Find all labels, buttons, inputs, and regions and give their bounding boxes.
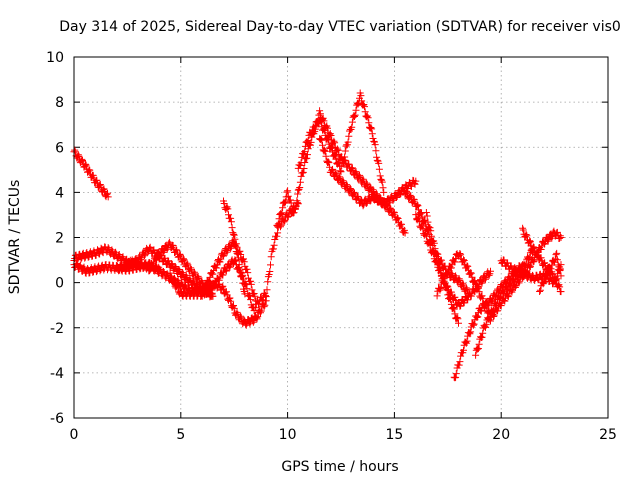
series-s12 [294, 89, 388, 196]
series-s24 [536, 249, 565, 295]
x-axis-label: GPS time / hours [281, 459, 398, 475]
series-markers [412, 211, 494, 310]
x-tick-label: 15 [385, 427, 403, 443]
series-s14 [369, 176, 420, 209]
data-series [70, 89, 565, 382]
series-markers [536, 249, 565, 295]
series-s16 [412, 211, 494, 310]
x-tick-label: 0 [70, 427, 79, 443]
plot-frame [73, 56, 609, 419]
x-tick-label: 5 [176, 427, 185, 443]
series-markers [209, 278, 270, 329]
series-s6 [166, 256, 260, 320]
grid [74, 57, 608, 418]
x-tick-label: 10 [279, 427, 297, 443]
axis-ticks: 0 5 10 15 20 25 -6 -4 -2 0 2 4 6 8 10 [46, 50, 617, 443]
series-markers [220, 197, 249, 298]
y-tick-label: 6 [55, 140, 64, 156]
y-tick-label: 0 [55, 276, 64, 292]
series-s9 [220, 197, 249, 298]
y-axis-label: SDTVAR / TECUs [7, 180, 23, 295]
series-s8 [209, 278, 270, 329]
y-tick-label: 4 [55, 185, 64, 201]
series-markers [369, 176, 420, 209]
x-tick-label: 25 [599, 427, 617, 443]
y-tick-label: -6 [50, 411, 64, 427]
x-tick-label: 20 [492, 427, 510, 443]
y-tick-label: 2 [55, 231, 64, 247]
series-markers [273, 107, 377, 230]
series-s11 [273, 107, 377, 230]
y-tick-label: -2 [50, 321, 64, 337]
y-tick-label: 10 [46, 50, 64, 66]
y-tick-label: -4 [50, 366, 64, 382]
series-markers [294, 89, 388, 196]
y-tick-label: 8 [55, 95, 64, 111]
series-markers [166, 256, 260, 320]
chart-title: Day 314 of 2025, Sidereal Day-to-day VTE… [59, 19, 621, 35]
